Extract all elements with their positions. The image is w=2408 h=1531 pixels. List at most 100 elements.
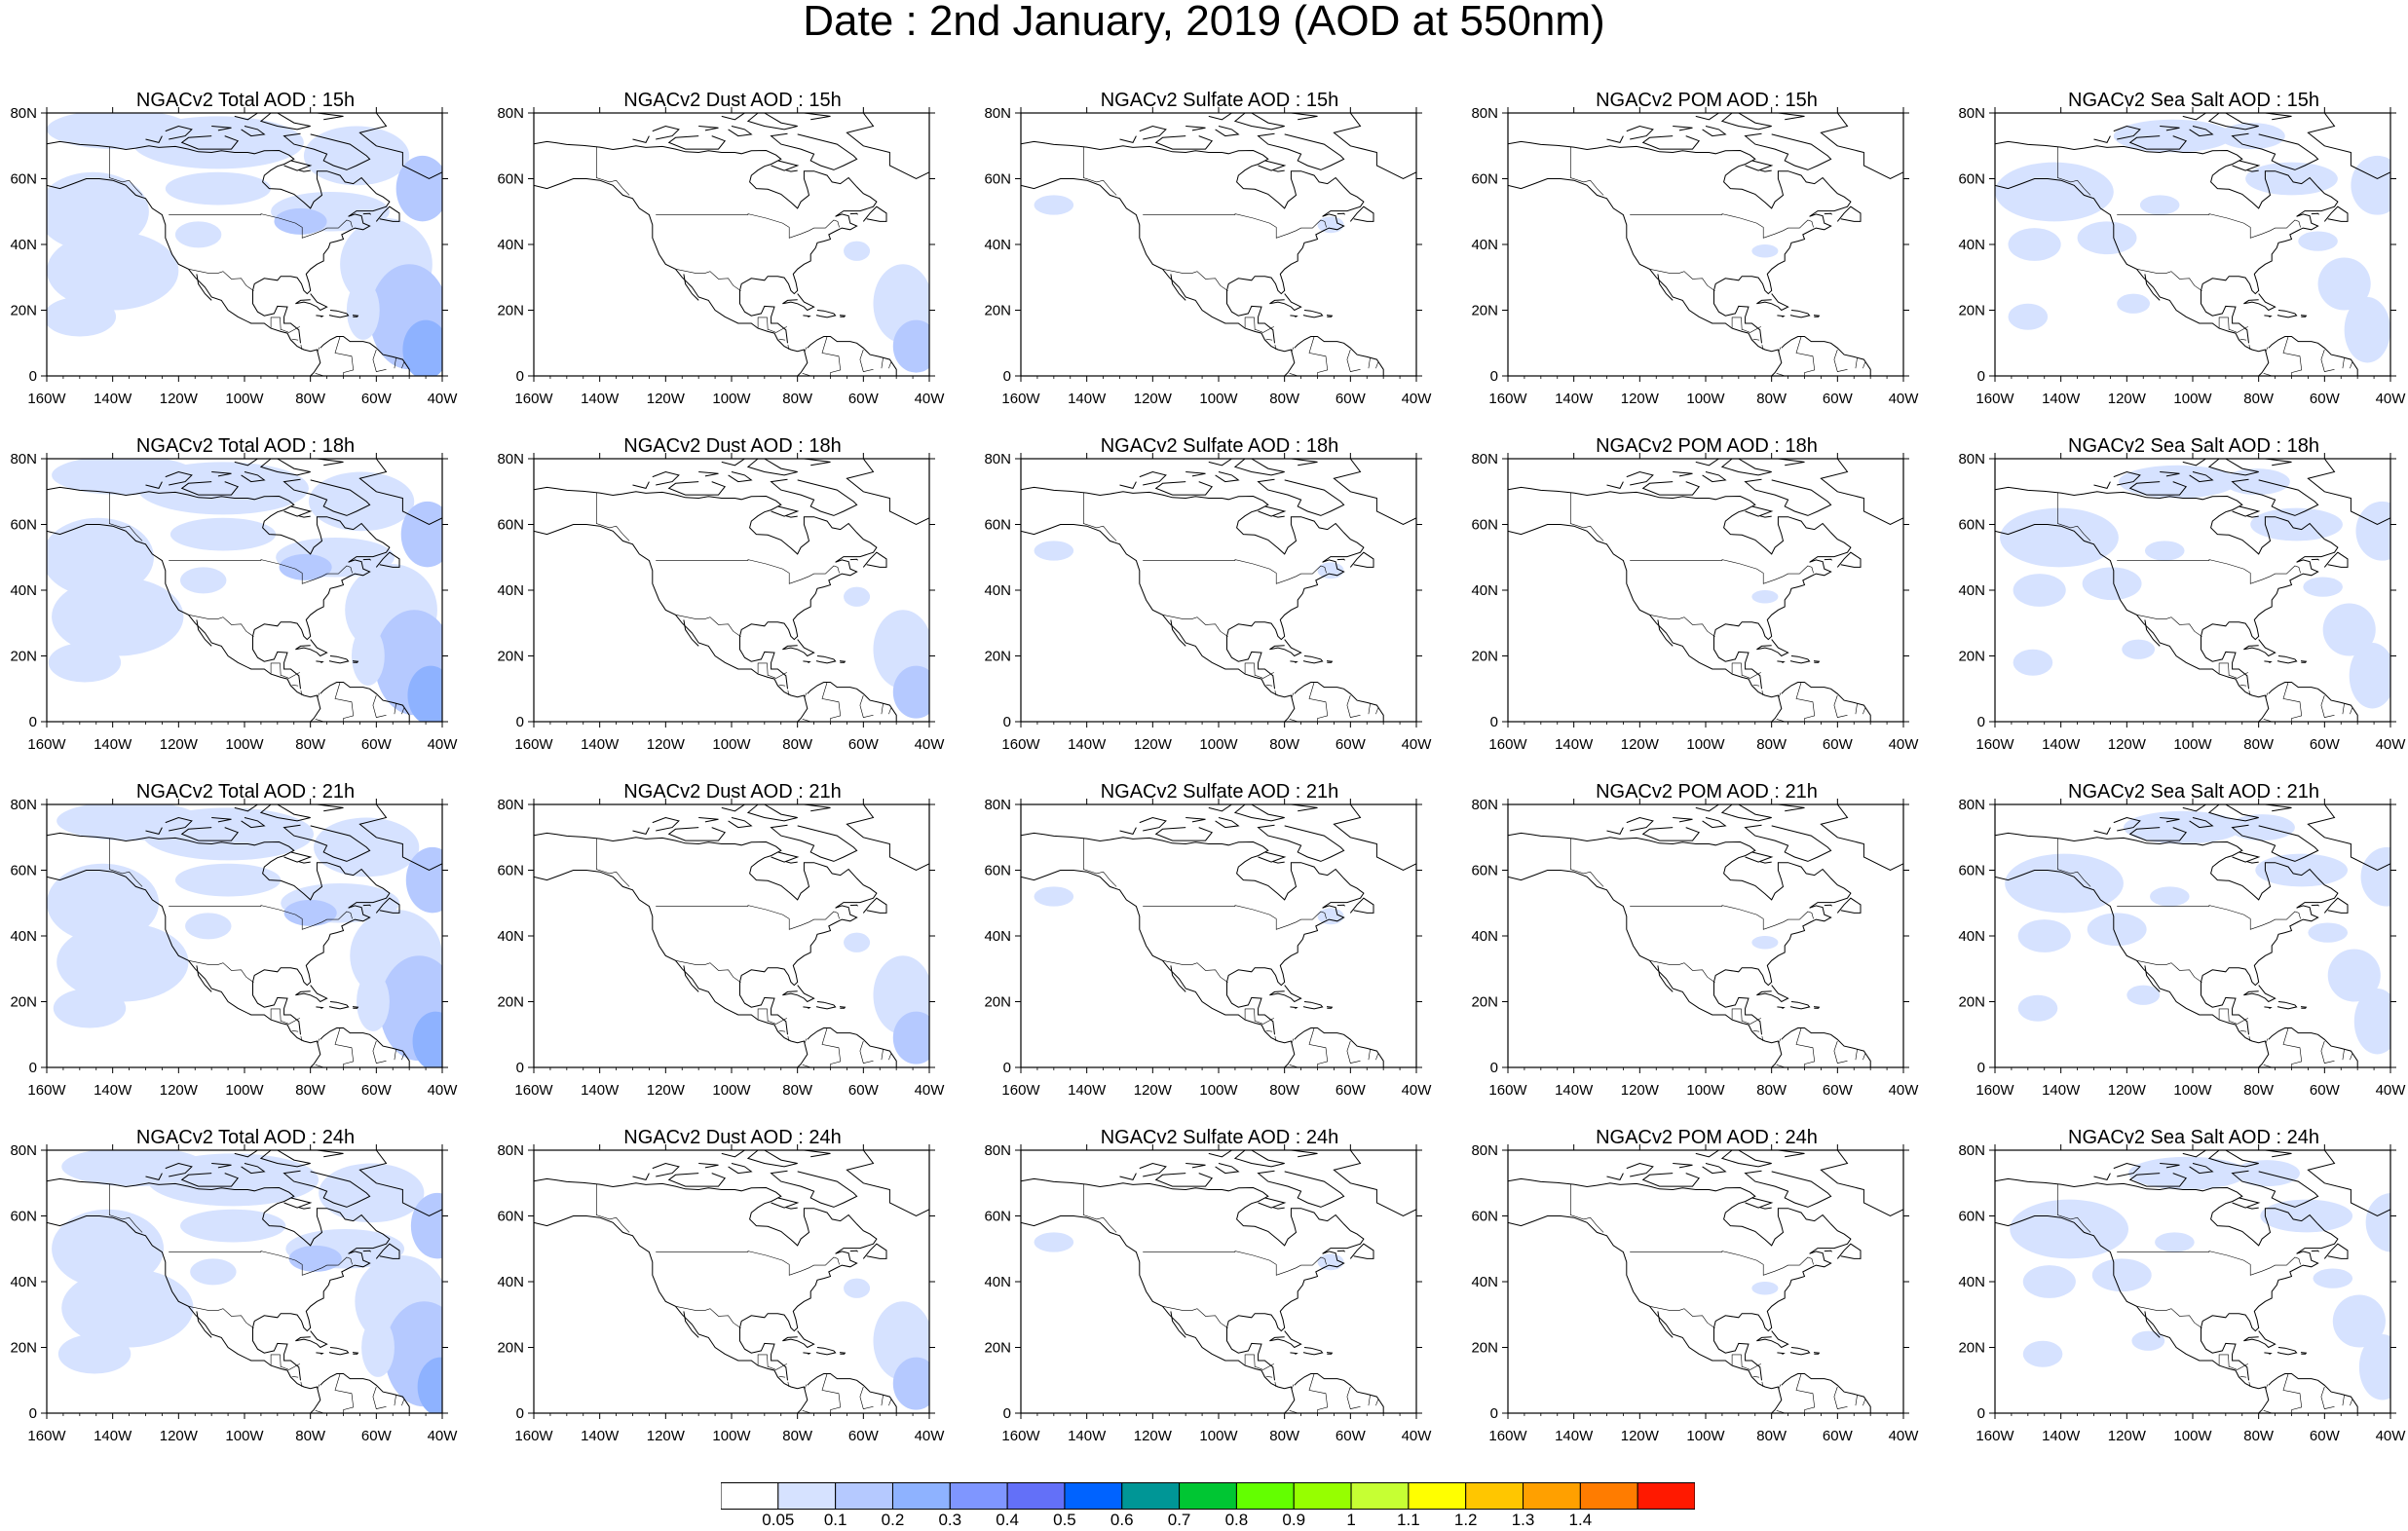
coastline bbox=[1995, 870, 2270, 1067]
country-border bbox=[2350, 1053, 2353, 1061]
lon-tick-label: 40W bbox=[915, 1428, 946, 1444]
coastline bbox=[259, 1150, 311, 1168]
lat-tick-label: 80N bbox=[1958, 797, 1985, 813]
lon-tick-label: 100W bbox=[2173, 736, 2212, 753]
aod-shading bbox=[132, 116, 304, 169]
country-border bbox=[1731, 662, 1743, 676]
aod-shading bbox=[2122, 639, 2156, 659]
lon-tick-label: 60W bbox=[361, 1082, 393, 1099]
aod-shading bbox=[1751, 590, 1779, 604]
country-border bbox=[2248, 344, 2251, 351]
lon-tick-label: 40W bbox=[1402, 736, 1433, 753]
coastline bbox=[2160, 471, 2180, 477]
coastline bbox=[807, 336, 897, 376]
coastline bbox=[785, 169, 798, 172]
coastline bbox=[283, 851, 313, 863]
lon-tick-label: 160W bbox=[1001, 1428, 1040, 1444]
coastline bbox=[1606, 135, 1624, 143]
lat-tick-label: 80N bbox=[497, 451, 524, 467]
coastline bbox=[358, 804, 442, 872]
country-border bbox=[1570, 838, 1604, 887]
coastline bbox=[1349, 551, 1374, 568]
lon-tick-label: 120W bbox=[1621, 391, 1660, 407]
country-border bbox=[1346, 1386, 1361, 1409]
coastline bbox=[2276, 1347, 2298, 1356]
aod-shading bbox=[412, 1011, 442, 1067]
coastline bbox=[1326, 1006, 1334, 1009]
coastline bbox=[1606, 827, 1624, 835]
aod-map: 160W 140W 120W 100W 80W 60W 40W 80N 60N 40N 20N 0 bbox=[10, 451, 458, 753]
coastline bbox=[1759, 515, 1772, 518]
lon-tick-label: 80W bbox=[782, 1082, 813, 1099]
lon-tick-label: 80W bbox=[2243, 1082, 2275, 1099]
lat-tick-label: 20N bbox=[10, 1340, 37, 1357]
aod-shading bbox=[346, 280, 380, 340]
country-border bbox=[1255, 326, 1274, 333]
country-border bbox=[1630, 559, 1814, 584]
coastline bbox=[1781, 336, 1871, 376]
aod-shading bbox=[174, 863, 282, 897]
aod-shading bbox=[2126, 985, 2161, 1005]
coastline bbox=[2207, 459, 2259, 476]
map-panel-pom-21h: NGACv2 POM AOD : 21h 160W 140W 120W 100W 80W 6… bbox=[1461, 781, 1948, 1122]
coastline bbox=[1269, 985, 1302, 1003]
aod-shading bbox=[2131, 1330, 2165, 1351]
coastline bbox=[1778, 804, 1805, 812]
country-border bbox=[802, 1064, 812, 1067]
country-border bbox=[394, 357, 396, 369]
lat-tick-label: 20N bbox=[984, 994, 1011, 1011]
coastline bbox=[1272, 515, 1285, 518]
coastline bbox=[1789, 310, 1811, 318]
coastline bbox=[2268, 682, 2358, 722]
country-border bbox=[372, 349, 387, 372]
country-border bbox=[802, 373, 812, 376]
coastline bbox=[1365, 1412, 1368, 1413]
country-border bbox=[2320, 1386, 2335, 1409]
lon-tick-label: 100W bbox=[1686, 736, 1725, 753]
lat-tick-label: 20N bbox=[497, 994, 524, 1011]
colorbar-level-label: 0.5 bbox=[1053, 1511, 1076, 1529]
coastline bbox=[320, 1373, 410, 1413]
coastline bbox=[2231, 824, 2319, 862]
coastline bbox=[317, 804, 344, 812]
lon-tick-label: 80W bbox=[295, 736, 326, 753]
country-border bbox=[317, 692, 320, 698]
coastline bbox=[534, 524, 809, 722]
country-border bbox=[1630, 1251, 1814, 1276]
map-panel-total-18h: NGACv2 Total AOD : 18h 160W 140W 120W 100W 80… bbox=[0, 435, 487, 776]
country-border bbox=[270, 1354, 282, 1367]
coastline bbox=[320, 682, 410, 722]
lat-tick-label: 20N bbox=[1471, 303, 1498, 319]
coastline bbox=[1778, 1150, 1805, 1158]
country-border bbox=[1375, 1053, 1379, 1061]
aod-shading bbox=[844, 932, 871, 952]
country-border bbox=[1368, 1049, 1371, 1061]
country-border bbox=[2218, 317, 2230, 330]
coastline bbox=[196, 1311, 212, 1338]
lon-tick-label: 120W bbox=[160, 391, 199, 407]
coastline bbox=[803, 660, 811, 664]
aod-shading bbox=[1034, 541, 1074, 561]
panel-title: NGACv2 Dust AOD : 18h bbox=[623, 435, 842, 457]
colorbar-swatch bbox=[1121, 1482, 1181, 1510]
coastline bbox=[1139, 125, 1167, 140]
lon-tick-label: 80W bbox=[1756, 391, 1787, 407]
lat-tick-label: 80N bbox=[497, 105, 524, 122]
coastline bbox=[298, 515, 311, 518]
lon-tick-label: 160W bbox=[1975, 1428, 2014, 1444]
colorbar-swatch bbox=[1408, 1482, 1467, 1510]
coastline bbox=[328, 1347, 350, 1356]
lon-tick-label: 120W bbox=[2108, 736, 2147, 753]
coastline bbox=[1759, 1207, 1772, 1210]
coastline bbox=[1995, 178, 2270, 376]
country-border bbox=[1162, 960, 1228, 983]
coastline bbox=[839, 1006, 847, 1009]
lon-tick-label: 140W bbox=[94, 1082, 132, 1099]
lon-tick-label: 80W bbox=[782, 1428, 813, 1444]
country-border bbox=[2239, 338, 2247, 341]
map-panel-total-24h: NGACv2 Total AOD : 24h 160W 140W 120W 100W 80… bbox=[0, 1127, 487, 1468]
country-border bbox=[334, 1027, 355, 1067]
coastline bbox=[1702, 471, 1727, 483]
lon-tick-label: 100W bbox=[1686, 391, 1725, 407]
coastline bbox=[165, 470, 193, 486]
